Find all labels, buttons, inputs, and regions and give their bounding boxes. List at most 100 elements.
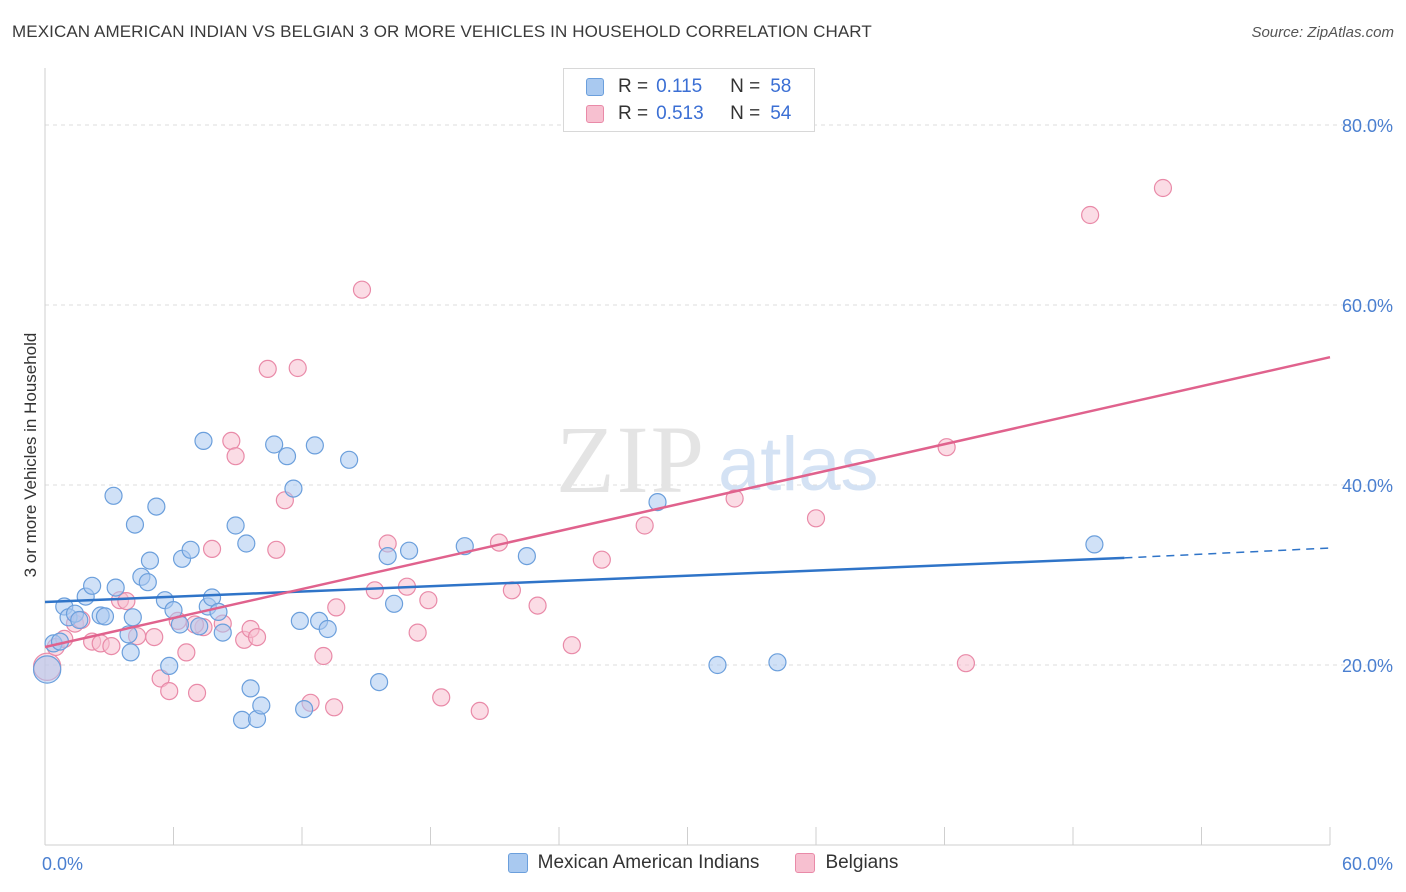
trend-line-belgians (44, 355, 1331, 649)
point-mexican-american-indians-8 (83, 576, 102, 595)
series-legend: Mexican American Indians Belgians (0, 852, 1406, 874)
point-belgians-43 (528, 596, 547, 615)
point-mexican-american-indians-11 (106, 578, 125, 597)
point-mexican-american-indians-45 (340, 450, 359, 469)
point-mexican-american-indians-57 (123, 608, 142, 627)
point-mexican-american-indians-37 (265, 435, 284, 454)
axes (44, 68, 1331, 846)
trend-line-mexican-american-indians (44, 556, 1125, 604)
point-mexican-american-indians-18 (147, 497, 166, 516)
point-mexican-american-indians-26 (194, 431, 213, 450)
y-tick-label-20: 20.0% (1342, 656, 1393, 676)
legend-item-mexican-american-indians: Mexican American Indians (507, 852, 760, 874)
legend-n-value: 58 (770, 76, 792, 97)
legend-label: Mexican American Indians (537, 852, 760, 873)
legend-row-belgians: R = 0.513 N = 54 (586, 101, 791, 127)
point-mexican-american-indians-0 (32, 655, 62, 684)
point-belgians-11 (145, 627, 164, 647)
point-mexican-american-indians-31 (226, 516, 245, 535)
point-mexican-american-indians-49 (399, 541, 419, 560)
point-mexican-american-indians-47 (378, 546, 397, 566)
legend-n-label: N = (730, 103, 761, 124)
point-mexican-american-indians-38 (277, 447, 297, 466)
point-mexican-american-indians-52 (648, 493, 667, 512)
point-mexican-american-indians-34 (241, 679, 260, 698)
point-belgians-13 (160, 681, 179, 701)
grid-lines (45, 124, 1392, 666)
point-belgians-44 (562, 636, 581, 655)
point-mexican-american-indians-41 (295, 699, 314, 719)
point-belgians-15 (177, 643, 196, 662)
point-mexican-american-indians-25 (190, 617, 209, 636)
legend-r-value: 0.513 (656, 103, 704, 124)
point-mexican-american-indians-40 (290, 611, 309, 631)
source-label: Source: ZipAtlas.com (1251, 24, 1394, 41)
point-belgians-50 (956, 654, 976, 673)
point-belgians-28 (288, 358, 307, 378)
point-belgians-37 (408, 623, 427, 642)
legend-r-label: R = (618, 103, 649, 124)
trend-line-extension-mexican-american-indians (1124, 547, 1331, 559)
y-tick-label-40: 40.0% (1342, 476, 1393, 496)
trend-lines (44, 355, 1331, 649)
point-belgians-32 (327, 598, 346, 617)
y-axis-label: 3 or more Vehicles in Household (21, 333, 40, 578)
x-tick-label-60: 60.0% (1342, 854, 1393, 874)
legend-label: Belgians (825, 852, 899, 873)
point-mexican-american-indians-14 (125, 515, 145, 534)
point-belgians-33 (352, 280, 372, 299)
correlation-legend: R = 0.115 N = 58 R = 0.513 N = 54 (563, 68, 815, 132)
point-mexican-american-indians-17 (140, 551, 160, 570)
point-belgians-18 (202, 539, 222, 559)
tick-labels: 20.0% 40.0% 60.0% 80.0% 0.0% 60.0% (42, 116, 1393, 874)
point-mexican-american-indians-46 (370, 672, 389, 692)
point-mexican-american-indians-48 (384, 594, 404, 613)
y-tick-label-80: 80.0% (1342, 116, 1393, 136)
legend-item-belgians: Belgians (795, 852, 898, 874)
legend-swatch-blue (507, 853, 528, 873)
point-mexican-american-indians-30 (213, 623, 232, 642)
point-belgians-21 (226, 447, 245, 466)
point-mexican-american-indians-16 (138, 573, 157, 592)
legend-r-value: 0.115 (656, 76, 703, 97)
watermark-zip: ZIP (556, 406, 706, 513)
legend-swatch-pink (586, 105, 604, 123)
y-tick-label-60: 60.0% (1342, 296, 1393, 316)
point-belgians-40 (470, 701, 489, 721)
point-belgians-24 (247, 627, 267, 647)
point-belgians-34 (365, 581, 384, 600)
point-belgians-16 (187, 683, 207, 703)
point-belgians-51 (1081, 205, 1100, 225)
point-mexican-american-indians-20 (160, 656, 179, 676)
legend-n-value: 54 (770, 103, 792, 124)
legend-n-label: N = (730, 76, 761, 97)
point-belgians-52 (1153, 178, 1173, 198)
point-belgians-9 (117, 591, 136, 611)
point-mexican-american-indians-42 (305, 436, 324, 455)
point-mexican-american-indians-53 (104, 486, 123, 505)
point-belgians-30 (314, 646, 333, 666)
legend-r-label: R = (618, 76, 649, 97)
legend-swatch-blue (586, 78, 604, 96)
point-mexican-american-indians-39 (284, 479, 303, 498)
chart-title: MEXICAN AMERICAN INDIAN VS BELGIAN 3 OR … (12, 22, 872, 41)
x-tick-label-0: 0.0% (42, 854, 83, 874)
point-belgians-47 (725, 489, 744, 508)
point-belgians-31 (325, 698, 344, 717)
point-belgians-45 (592, 550, 611, 569)
point-belgians-12 (151, 669, 170, 688)
point-mexican-american-indians-56 (1085, 535, 1104, 554)
point-belgians-48 (806, 509, 826, 528)
data-points (32, 178, 1173, 730)
point-mexican-american-indians-6 (70, 610, 89, 630)
point-belgians-39 (432, 688, 451, 707)
point-mexican-american-indians-54 (708, 655, 727, 675)
legend-row-mexican-american-indians: R = 0.115 N = 58 (586, 74, 791, 100)
point-mexican-american-indians-33 (237, 534, 256, 553)
point-belgians-26 (267, 540, 286, 559)
point-belgians-20 (222, 431, 241, 450)
point-mexican-american-indians-24 (181, 540, 200, 559)
point-mexican-american-indians-10 (95, 607, 115, 626)
point-mexican-american-indians-36 (252, 696, 271, 715)
